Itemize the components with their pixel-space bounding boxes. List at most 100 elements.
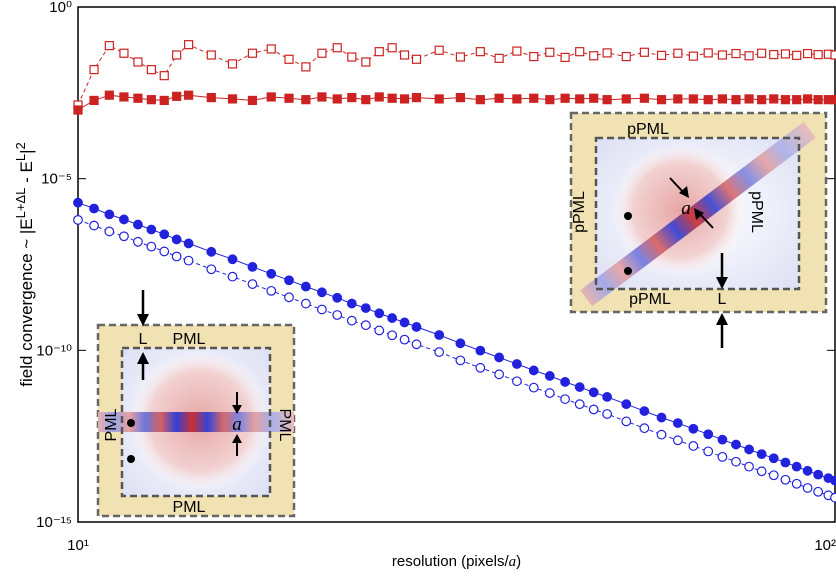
annotation: PML [276,409,293,442]
marker [511,376,522,387]
marker [133,57,143,67]
marker [621,51,631,62]
marker [688,441,699,451]
marker [703,95,713,105]
marker [494,369,505,380]
marker [159,95,169,106]
marker [621,94,631,104]
marker [399,50,410,60]
marker [73,105,83,115]
marker [717,94,728,104]
marker [703,446,714,457]
marker [301,62,311,72]
x-axis-label: resolution (pixels/a) [392,553,521,570]
x-axis-label-part: ) [516,553,521,570]
marker [830,95,836,105]
marker [769,94,779,104]
marker [284,275,294,286]
marker [172,91,182,101]
marker [184,90,194,100]
annotation: PML [173,499,206,516]
marker [791,478,802,489]
annotation: L [139,331,148,348]
marker [399,334,410,345]
marker [731,48,741,59]
x-axis-label-part: a [509,554,517,570]
marker [802,48,813,59]
marker [673,94,683,104]
annotation: PML [103,408,120,441]
marker [528,382,539,393]
marker [146,241,157,252]
marker [171,251,182,262]
marker [360,320,371,331]
marker [346,298,357,309]
marker [813,50,823,60]
marker [455,92,465,103]
marker [589,93,599,103]
marker [455,52,465,62]
x-axis-label-part: resolution (pixels/ [392,553,510,570]
y-axis-label-part: field convergence ~ |E [17,218,36,386]
marker [89,65,99,75]
marker [656,412,667,423]
marker [672,435,683,446]
marker [574,399,585,410]
marker [744,51,754,61]
marker [529,93,539,103]
marker [266,285,277,296]
marker [434,330,445,340]
marker [247,48,258,58]
marker [656,429,667,440]
marker [332,94,342,104]
marker [411,54,422,64]
y-axis-label-part: | [17,149,36,153]
marker [247,261,258,272]
marker [119,214,129,225]
marker [434,45,444,55]
marker [494,352,505,363]
marker [639,47,649,57]
marker [688,94,698,104]
marker [455,355,466,366]
y-tick-label: 10⁰ [49,0,72,16]
marker [206,92,216,103]
marker [602,48,612,58]
marker [387,313,398,323]
marker [411,92,422,103]
marker [813,95,823,105]
marker [300,298,311,309]
marker [300,281,311,292]
marker [639,93,649,103]
marker [802,465,813,476]
inset-ppml: pPML pPML pPML pPML L a [569,111,828,348]
marker [266,44,276,54]
marker [639,423,650,434]
marker [830,475,836,486]
marker [792,95,802,105]
marker [791,461,802,472]
inset-pml: PML PML PML PML L a [96,290,296,518]
marker [301,95,311,105]
marker [545,47,555,57]
marker [717,50,728,60]
marker [159,246,170,257]
marker [387,93,397,103]
annotation: pPML [629,291,671,308]
marker [744,94,754,104]
marker [560,377,570,387]
marker [387,330,398,341]
marker [560,93,570,103]
marker [769,50,779,60]
marker [717,434,728,445]
x-tick-label: 10² [814,537,836,554]
plot-frame [77,6,836,523]
marker [703,48,713,58]
marker [206,264,217,275]
annotation: pPML [627,121,669,138]
marker [780,49,791,59]
marker [589,51,599,61]
marker [183,255,194,266]
marker [475,362,486,373]
y-axis-label-part: L [13,154,28,161]
